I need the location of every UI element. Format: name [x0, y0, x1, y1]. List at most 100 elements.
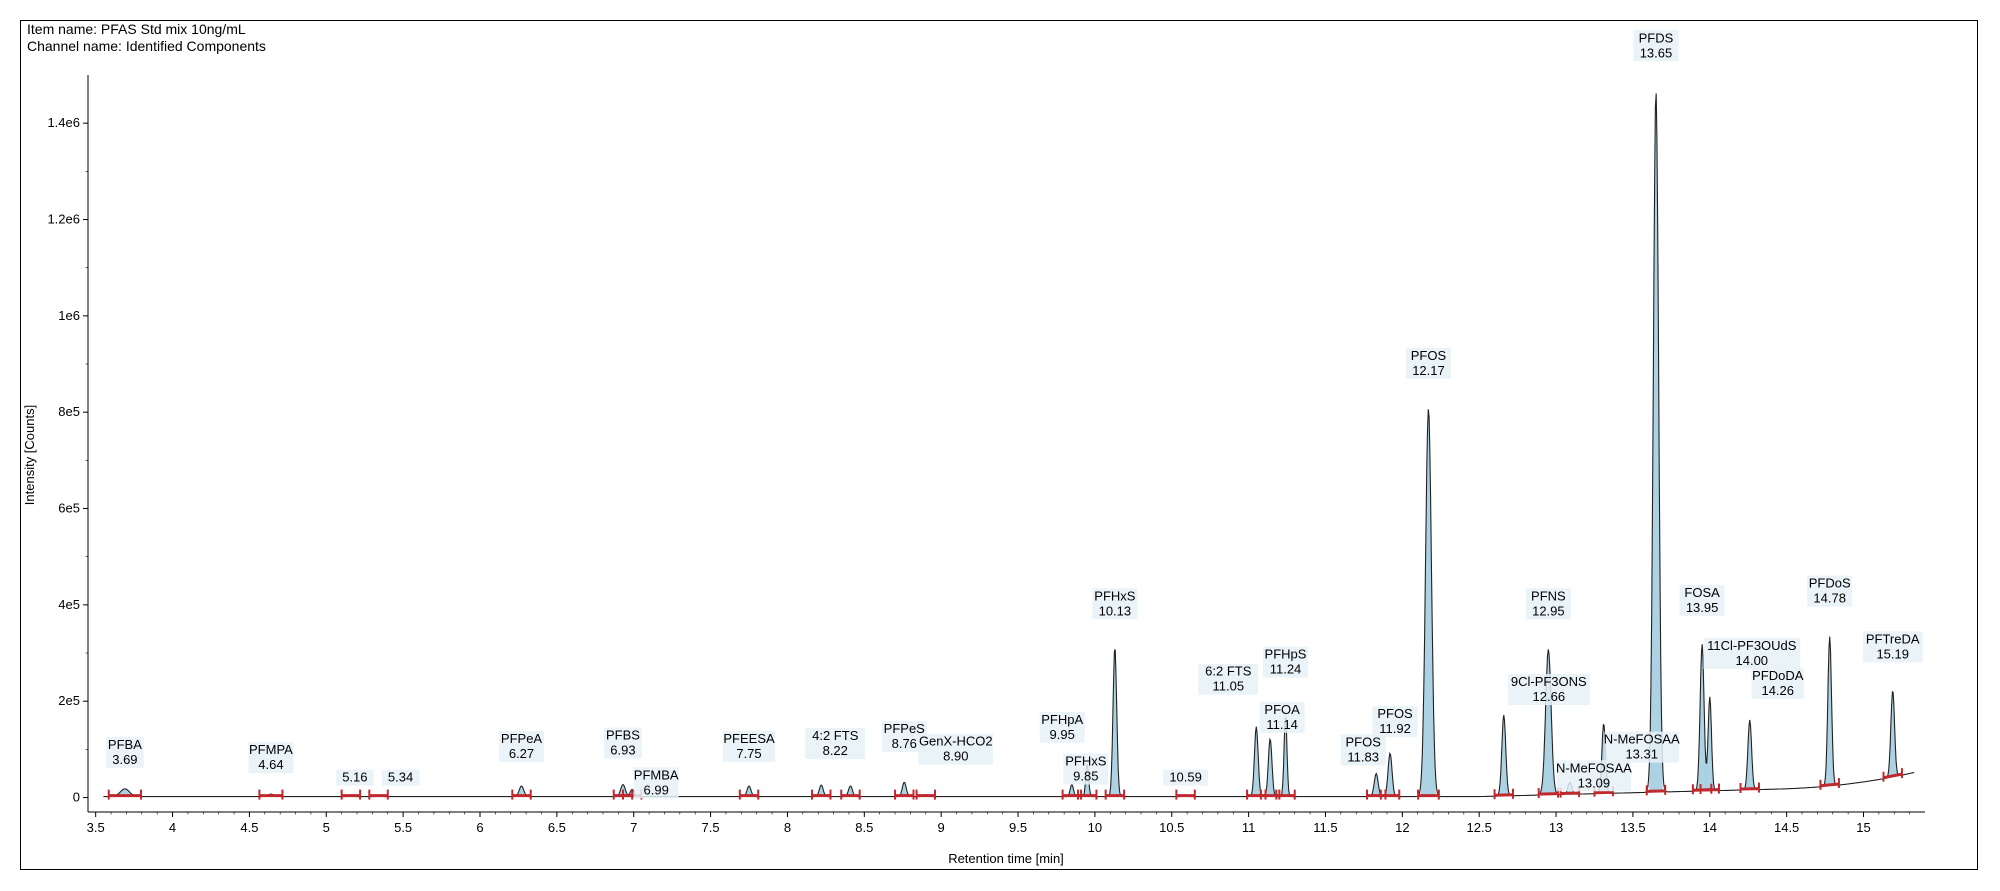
x-tick-label: 8 — [784, 820, 791, 835]
peak-name: 4:2 FTS — [812, 728, 859, 743]
x-tick-label: 5 — [323, 820, 330, 835]
peak-name: 11Cl-PF3OUdS — [1707, 638, 1797, 653]
peak-label-bg — [805, 728, 866, 760]
peak-fills — [113, 91, 1898, 797]
peak-label-bg — [336, 769, 374, 786]
peak-rt: 10.13 — [1099, 603, 1132, 618]
peak-name: 6:2 FTS — [1205, 664, 1252, 679]
peak-label-bg — [1556, 760, 1632, 792]
peak-label-bg — [918, 733, 994, 765]
peak-name: PFHpS — [1265, 647, 1307, 662]
y-tick-label: 0 — [73, 790, 80, 805]
peak-rt: 11.83 — [1347, 749, 1379, 764]
peak-name: N-MeFOSAA — [1556, 760, 1632, 775]
peak-name: PFMPA — [249, 742, 293, 757]
peak-area — [1541, 649, 1556, 795]
peak-name: PFPeS — [884, 721, 926, 736]
peak-area — [1281, 715, 1290, 797]
x-tick-label: 6 — [476, 820, 483, 835]
peak-rt: 13.65 — [1640, 45, 1673, 60]
peak-rt: 7.75 — [736, 746, 761, 761]
peak-label-bg — [1633, 30, 1679, 62]
peak-label-bg — [604, 727, 642, 759]
peak-name: PFDS — [1639, 30, 1674, 45]
peak-rt: 8.22 — [823, 743, 848, 758]
x-tick-label: 3.5 — [87, 820, 105, 835]
peak-label-bg — [499, 730, 545, 762]
x-tick-label: 14.5 — [1774, 820, 1799, 835]
peak-rt: 14.00 — [1736, 653, 1769, 668]
peak-area — [1385, 753, 1396, 797]
peak-rt: 9.85 — [1073, 769, 1098, 784]
peak-name: PFTreDA — [1866, 631, 1920, 646]
peak-rt: 5.34 — [388, 770, 413, 785]
peak-name: PFHxS — [1094, 588, 1136, 603]
x-tick-label: 4.5 — [240, 820, 258, 835]
y-tick-label: 1.2e6 — [47, 212, 80, 227]
peak-area — [515, 786, 528, 797]
x-tick-label: 6.5 — [548, 820, 566, 835]
peak-area — [1498, 715, 1509, 797]
y-tick-label: 1e6 — [58, 308, 80, 323]
peak-rt: 6.93 — [610, 743, 635, 758]
peak-name: PFDoDA — [1752, 668, 1804, 683]
peak-label-bg — [1751, 667, 1804, 699]
x-tick-label: 13 — [1549, 820, 1563, 835]
peak-area — [845, 786, 856, 797]
peak-label-bg — [381, 769, 420, 786]
chromatogram-trace — [103, 93, 1915, 798]
peak-name: GenX-HCO2 — [919, 734, 993, 749]
peak-name: PFOS — [1377, 706, 1413, 721]
y-tick-label: 6e5 — [58, 501, 80, 516]
peak-name: PFDoS — [1809, 576, 1851, 591]
peak-rt: 14.78 — [1813, 591, 1846, 606]
baseline-segment — [1883, 772, 1903, 780]
peak-rt: 3.69 — [112, 752, 137, 767]
y-tick-label: 8e5 — [58, 404, 80, 419]
chart-frame — [20, 20, 1978, 870]
peak-label-bg — [106, 736, 144, 768]
x-tick-label: 11.5 — [1313, 820, 1337, 835]
peak-area — [1705, 696, 1715, 791]
peak-label-bg — [1703, 637, 1801, 669]
peak-label-bg — [1163, 769, 1209, 786]
peak-label-bg — [1807, 575, 1853, 607]
peak-rt: 9.95 — [1050, 727, 1075, 742]
x-tick-label: 5.5 — [394, 820, 412, 835]
peak-label-bg — [1507, 674, 1590, 706]
x-tick-label: 4 — [169, 820, 176, 835]
peak-name: N-MeFOSAA — [1604, 732, 1680, 747]
peak-name: FOSA — [1684, 585, 1720, 600]
channel-name-label: Channel name: Identified Components — [27, 38, 266, 54]
peak-name: 9Cl-PF3ONS — [1511, 674, 1587, 689]
peak-name: PFBS — [606, 728, 640, 743]
peak-name: PFOS — [1346, 734, 1382, 749]
peak-rt: 13.09 — [1578, 775, 1611, 790]
peak-rt: 4.64 — [258, 757, 283, 772]
x-axis-label: Retention time [min] — [948, 851, 1064, 866]
peak-area — [1251, 726, 1261, 797]
peak-name: PFHxS — [1065, 754, 1107, 769]
y-tick-label: 2e5 — [58, 693, 80, 708]
peak-name: PFNS — [1531, 588, 1566, 603]
x-tick-label: 11 — [1242, 820, 1256, 835]
peak-rt: 12.66 — [1533, 689, 1566, 704]
baseline-segment — [1820, 782, 1840, 788]
peak-area — [816, 785, 827, 797]
peak-label-bg — [722, 730, 776, 762]
peak-rt: 11.24 — [1270, 662, 1302, 677]
peak-name: PFOA — [1264, 702, 1300, 717]
trace — [103, 93, 1915, 798]
peak-area — [899, 782, 910, 797]
peak-area — [1110, 647, 1120, 797]
peak-rt: 14.26 — [1761, 683, 1794, 698]
peak-area — [743, 786, 755, 797]
y-tick-label: 4e5 — [58, 597, 80, 612]
x-tick-label: 15 — [1856, 820, 1870, 835]
peak-label-bg — [1039, 711, 1085, 743]
peak-name: PFMBA — [634, 767, 679, 782]
x-tick-label: 12 — [1395, 820, 1409, 835]
peak-label-bg — [1372, 706, 1418, 738]
y-tick-label: 1.4e6 — [47, 115, 80, 130]
